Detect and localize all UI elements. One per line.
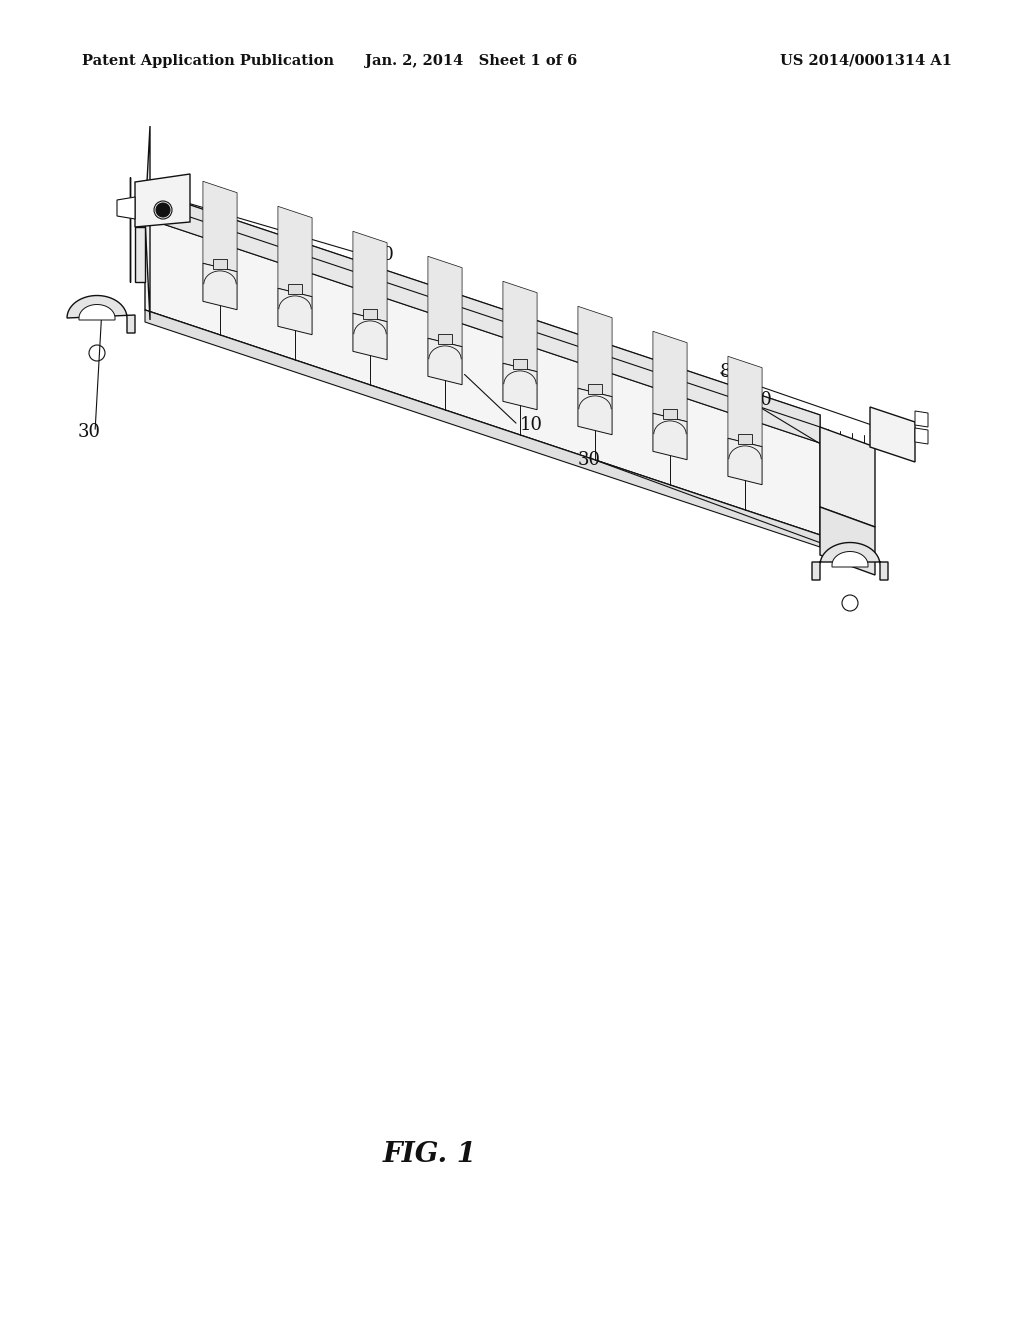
Text: 10: 10 bbox=[520, 416, 543, 434]
Polygon shape bbox=[117, 197, 135, 219]
Polygon shape bbox=[145, 310, 820, 546]
Text: 20: 20 bbox=[750, 391, 773, 409]
Polygon shape bbox=[588, 384, 602, 393]
Polygon shape bbox=[288, 284, 302, 294]
Polygon shape bbox=[438, 334, 452, 345]
Polygon shape bbox=[728, 356, 762, 446]
Polygon shape bbox=[135, 174, 190, 227]
Text: 20: 20 bbox=[372, 246, 395, 264]
Polygon shape bbox=[831, 552, 868, 568]
Polygon shape bbox=[278, 206, 312, 297]
Polygon shape bbox=[145, 190, 820, 444]
Circle shape bbox=[156, 203, 170, 216]
Text: FIG. 1: FIG. 1 bbox=[383, 1142, 477, 1168]
Polygon shape bbox=[915, 428, 928, 444]
Polygon shape bbox=[362, 309, 377, 319]
Text: Patent Application Publication: Patent Application Publication bbox=[82, 54, 334, 67]
Polygon shape bbox=[428, 338, 462, 384]
Polygon shape bbox=[663, 409, 677, 418]
Text: Jan. 2, 2014   Sheet 1 of 6: Jan. 2, 2014 Sheet 1 of 6 bbox=[365, 54, 578, 67]
Text: 30: 30 bbox=[78, 422, 101, 441]
Text: US 2014/0001314 A1: US 2014/0001314 A1 bbox=[780, 54, 952, 67]
Polygon shape bbox=[145, 202, 820, 444]
Polygon shape bbox=[428, 256, 462, 347]
Text: 802: 802 bbox=[720, 363, 755, 381]
Polygon shape bbox=[513, 359, 527, 370]
Polygon shape bbox=[145, 190, 820, 535]
Polygon shape bbox=[145, 125, 150, 319]
Polygon shape bbox=[820, 426, 874, 527]
Polygon shape bbox=[67, 296, 135, 333]
Polygon shape bbox=[145, 310, 820, 535]
Polygon shape bbox=[653, 331, 687, 421]
Polygon shape bbox=[203, 263, 238, 310]
Polygon shape bbox=[503, 281, 537, 372]
Polygon shape bbox=[812, 543, 888, 579]
Polygon shape bbox=[503, 363, 537, 409]
Polygon shape bbox=[653, 413, 687, 459]
Polygon shape bbox=[578, 388, 612, 434]
Polygon shape bbox=[870, 407, 915, 462]
Polygon shape bbox=[578, 306, 612, 397]
Text: 30: 30 bbox=[578, 451, 601, 469]
Polygon shape bbox=[915, 411, 928, 426]
Polygon shape bbox=[213, 259, 227, 269]
Polygon shape bbox=[278, 288, 312, 335]
Polygon shape bbox=[135, 227, 145, 282]
Polygon shape bbox=[203, 181, 238, 272]
Polygon shape bbox=[738, 434, 752, 444]
Polygon shape bbox=[353, 313, 387, 359]
Polygon shape bbox=[353, 231, 387, 322]
Polygon shape bbox=[79, 305, 115, 319]
Polygon shape bbox=[728, 438, 762, 484]
Polygon shape bbox=[820, 507, 874, 576]
